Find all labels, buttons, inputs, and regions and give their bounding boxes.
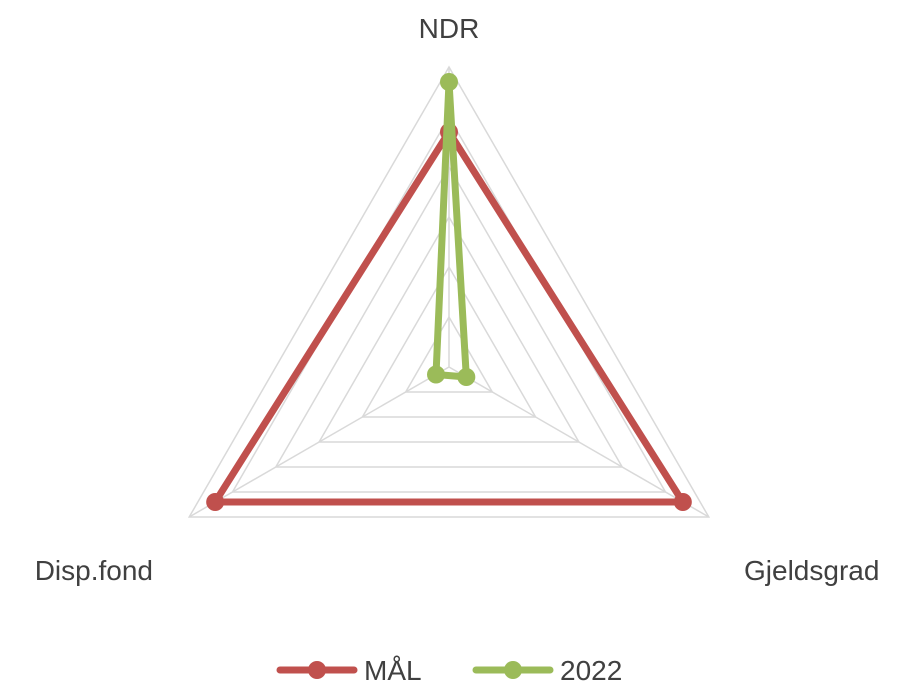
legend-label-2022: 2022 [560, 655, 622, 686]
grid-spoke-3 [188, 366, 450, 518]
legend-marker-mal [308, 661, 326, 679]
data-point-2022-3 [427, 365, 446, 384]
axis-label-gjeldsgrad: Gjeldsgrad [744, 555, 879, 586]
legend-item-mal: MÅL [276, 655, 422, 686]
series-line-2022 [432, 78, 470, 381]
series-layer [206, 73, 692, 511]
data-point-2022-1 [440, 73, 458, 91]
grid-ring-6 [187, 65, 711, 518]
legend: MÅL 2022 [276, 655, 622, 686]
legend-item-2022: 2022 [472, 655, 622, 686]
grid-ring-3 [317, 215, 581, 443]
grid-ring-1 [404, 315, 494, 393]
data-point-2022-2 [457, 368, 476, 386]
series-line-m-l [211, 128, 687, 506]
grid-spoke-2 [448, 366, 710, 518]
data-point-m-l-2 [673, 493, 692, 511]
data-point-m-l-3 [206, 493, 225, 511]
grid-ring-2 [361, 265, 537, 418]
legend-marker-2022 [504, 661, 522, 679]
axis-label-disp-fond: Disp.fond [35, 555, 153, 586]
legend-label-mal: MÅL [364, 655, 422, 686]
axis-label-ndr: NDR [419, 13, 480, 44]
grid-ring-4 [274, 165, 624, 468]
